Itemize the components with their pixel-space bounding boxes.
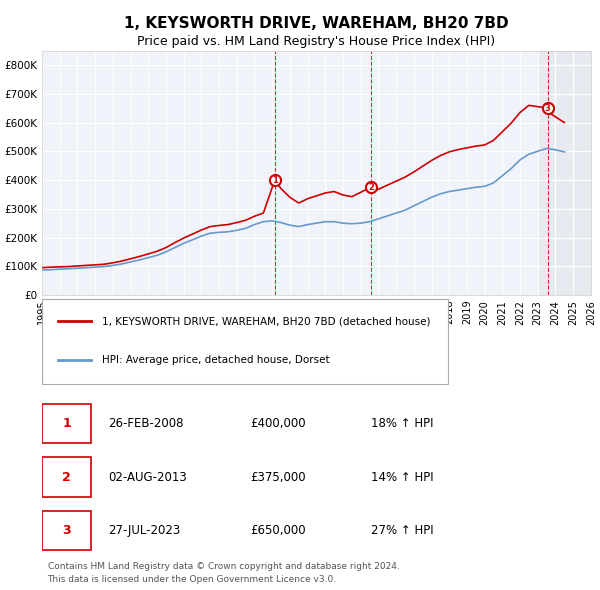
Text: 26-FEB-2008: 26-FEB-2008	[108, 417, 184, 430]
Text: 1, KEYSWORTH DRIVE, WAREHAM, BH20 7BD: 1, KEYSWORTH DRIVE, WAREHAM, BH20 7BD	[124, 16, 509, 31]
FancyBboxPatch shape	[42, 404, 91, 444]
FancyBboxPatch shape	[42, 457, 91, 497]
Text: 1, KEYSWORTH DRIVE, WAREHAM, BH20 7BD (detached house): 1, KEYSWORTH DRIVE, WAREHAM, BH20 7BD (d…	[103, 316, 431, 326]
FancyBboxPatch shape	[42, 299, 448, 384]
Text: Price paid vs. HM Land Registry's House Price Index (HPI): Price paid vs. HM Land Registry's House …	[137, 35, 496, 48]
Text: £650,000: £650,000	[251, 524, 306, 537]
Text: 18% ↑ HPI: 18% ↑ HPI	[371, 417, 434, 430]
Text: 3: 3	[545, 104, 551, 113]
Text: Contains HM Land Registry data © Crown copyright and database right 2024.: Contains HM Land Registry data © Crown c…	[47, 562, 399, 571]
Text: 2: 2	[368, 183, 374, 192]
Bar	[538, 51, 591, 295]
Text: 02-AUG-2013: 02-AUG-2013	[108, 471, 187, 484]
Text: 27-JUL-2023: 27-JUL-2023	[108, 524, 180, 537]
Text: 2: 2	[62, 471, 71, 484]
FancyBboxPatch shape	[42, 511, 91, 550]
Text: 3: 3	[62, 524, 71, 537]
Text: 27% ↑ HPI: 27% ↑ HPI	[371, 524, 434, 537]
Text: £400,000: £400,000	[251, 417, 306, 430]
Text: 1: 1	[62, 417, 71, 430]
Text: £375,000: £375,000	[251, 471, 306, 484]
Text: HPI: Average price, detached house, Dorset: HPI: Average price, detached house, Dors…	[103, 355, 330, 365]
Text: This data is licensed under the Open Government Licence v3.0.: This data is licensed under the Open Gov…	[47, 575, 337, 585]
Text: 14% ↑ HPI: 14% ↑ HPI	[371, 471, 434, 484]
Text: 1: 1	[272, 176, 278, 185]
